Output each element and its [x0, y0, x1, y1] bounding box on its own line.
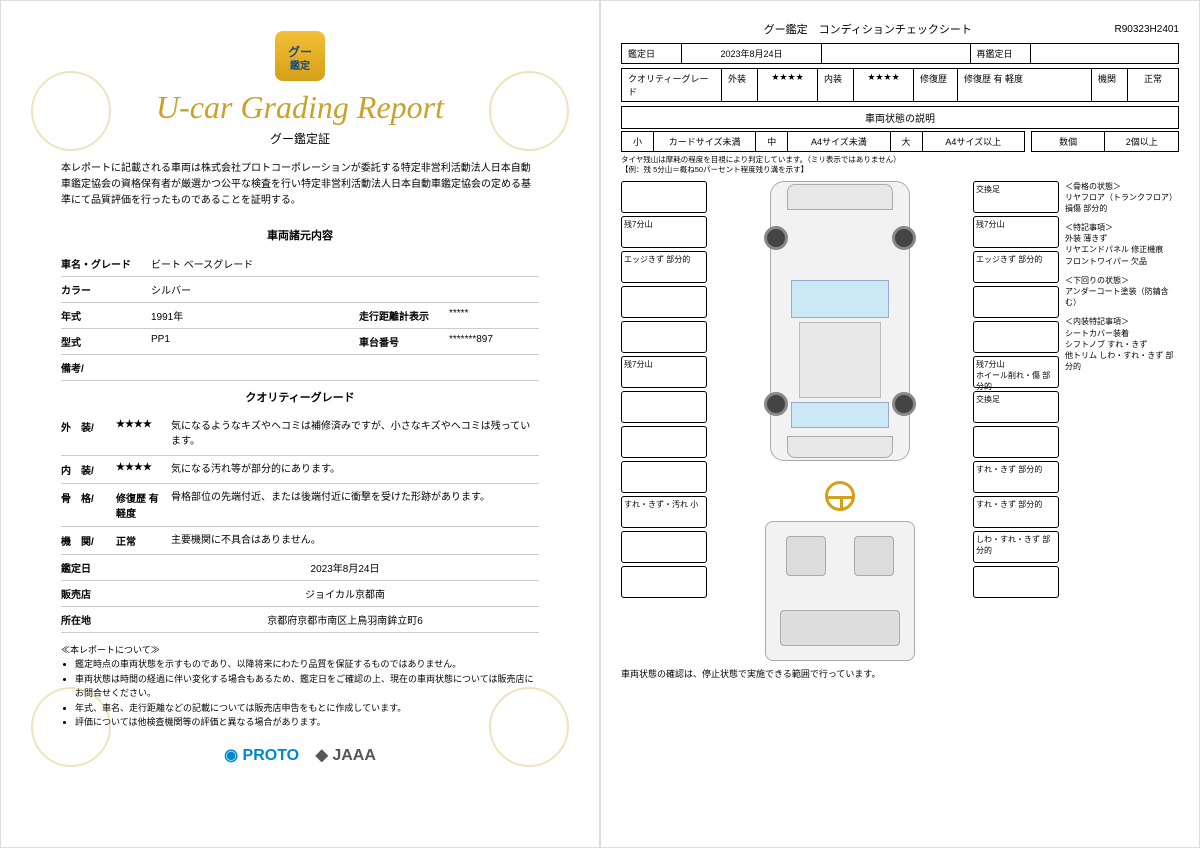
reappraisal-date — [1031, 44, 1179, 63]
right-annotation-boxes: 交換足残7分山エッジきず 部分的残7分山ホイール削れ・傷 部分的交換足すれ・きず… — [973, 181, 1059, 661]
repair-stars: 修復歴 有 軽度 — [116, 490, 171, 520]
annotation-box — [621, 286, 707, 318]
vehicle-section-title: 車両諸元内容 — [61, 227, 539, 243]
grade-row: クオリティーグレード 外装 ★★★★ 内装 ★★★★ 修復歴 修復歴 有 軽度 … — [621, 68, 1179, 102]
annotation-box — [621, 566, 707, 598]
remarks-value — [151, 360, 539, 375]
wheel-icon — [764, 226, 788, 250]
engine-text: 主要機関に不具合はありません。 — [171, 533, 539, 548]
annotation-box: 交換足 — [973, 391, 1059, 423]
type-value: PP1 — [151, 334, 359, 349]
year-label: 年式 — [61, 308, 151, 323]
about-notes-list: 鑑定時点の車両状態を示すものであり、以降将来にわたり品質を保証するものではありま… — [61, 657, 539, 729]
int-stars: ★★★★ — [854, 69, 914, 101]
annotation-box: すれ・きず 部分的 — [973, 496, 1059, 528]
report-subtitle: グー鑑定証 — [61, 130, 539, 147]
wheel-icon — [892, 392, 916, 416]
condition-notes: ＜骨格の状態＞リヤフロア（トランクフロア） 損傷 部分的 ＜特記事項＞外装 薄き… — [1065, 181, 1179, 661]
annotation-box — [621, 461, 707, 493]
annotation-box: エッジきず 部分的 — [973, 251, 1059, 283]
car-interior-diagram — [765, 521, 915, 661]
annotation-box: 残7分山 — [621, 356, 707, 388]
annotation-box: 残7分山ホイール削れ・傷 部分的 — [973, 356, 1059, 388]
name-grade-value: ビート ベースグレード — [151, 256, 539, 271]
annotation-box: 交換足 — [973, 181, 1059, 213]
appraisal-date-label: 鑑定日 — [61, 560, 151, 575]
appraisal-date: 2023年8月24日 — [682, 44, 822, 63]
annotation-box — [973, 426, 1059, 458]
interior-text: 気になる汚れ等が部分的にあります。 — [171, 462, 539, 477]
quality-section-title: クオリティーグレード — [61, 389, 539, 405]
about-note-item: 年式、車名、走行距離などの記載については販売店申告をもとに作成しています。 — [75, 701, 539, 715]
car-top-diagram — [770, 181, 910, 461]
year-value: 1991年 — [151, 308, 359, 323]
dealer-value: ジョイカル京都南 — [151, 586, 539, 601]
annotation-box — [621, 391, 707, 423]
dealer-label: 販売店 — [61, 586, 151, 601]
color-value: シルバー — [151, 282, 539, 297]
about-note-item: 車両状態は時間の経過に伴い変化する場合もあるため、鑑定日をご確認の上、現在の車両… — [75, 672, 539, 701]
interior-stars: ★★★★ — [116, 462, 171, 477]
address-value: 京都府京都市南区上鳥羽南鉾立町6 — [151, 612, 539, 627]
count-legend: 数個 2個以上 — [1031, 131, 1179, 152]
about-note-item: 鑑定時点の車両状態を示すものであり、以降将来にわたり品質を保証するものではありま… — [75, 657, 539, 671]
repair-text: 骨格部位の先端付近、または後端付近に衝撃を受けた形跡があります。 — [171, 490, 539, 520]
size-legend: 小 カードサイズ未満 中 A4サイズ未満 大 A4サイズ以上 — [621, 131, 1025, 152]
repair-label: 骨 格/ — [61, 490, 116, 520]
tire-note: タイヤ残山は摩耗の程度を目視により判定しています。（ミリ表示ではありません）【例… — [621, 155, 1179, 175]
annotation-box — [621, 426, 707, 458]
engine-value: 正常 — [1128, 69, 1178, 101]
type-label: 型式 — [61, 334, 151, 349]
exterior-text: 気になるようなキズやヘコミは補修済みですが、小さなキズやヘコミは残っています。 — [171, 419, 539, 449]
ext-stars: ★★★★ — [758, 69, 818, 101]
goo-badge — [275, 31, 325, 81]
repair-value: 修復歴 有 軽度 — [958, 69, 1092, 101]
jaaa-logo: ◆ JAAA — [316, 747, 376, 764]
proto-logo: ◉ PROTO — [224, 747, 299, 764]
annotation-box: すれ・きず 部分的 — [973, 461, 1059, 493]
odometer-value: ***** — [449, 308, 539, 323]
engine-stars: 正常 — [116, 533, 171, 548]
exterior-label: 外 装/ — [61, 419, 116, 449]
steering-wheel-icon — [825, 481, 855, 511]
about-title: ≪本レポートについて≫ — [61, 643, 539, 657]
appraisal-date-value: 2023年8月24日 — [151, 560, 539, 575]
annotation-box: 残7分山 — [621, 216, 707, 248]
remarks-label: 備考/ — [61, 360, 151, 375]
sheet-code: R90323H2401 — [1115, 24, 1180, 35]
sheet-title: グー鑑定 コンディションチェックシート — [621, 21, 1115, 37]
annotation-box — [973, 566, 1059, 598]
report-description: 本レポートに記載される車両は株式会社プロトコーポレーションが委託する特定非営利活… — [61, 161, 539, 209]
annotation-box: すれ・きず・汚れ 小 — [621, 496, 707, 528]
wheel-icon — [892, 226, 916, 250]
explain-title: 車両状態の説明 — [621, 106, 1179, 129]
annotation-box — [621, 321, 707, 353]
wheel-icon — [764, 392, 788, 416]
annotation-box: しわ・すれ・きず 部分的 — [973, 531, 1059, 563]
annotation-box — [621, 181, 707, 213]
vin-value: *******897 — [449, 334, 539, 349]
date-row: 鑑定日 2023年8月24日 再鑑定日 — [621, 43, 1179, 64]
left-annotation-boxes: 残7分山エッジきず 部分的残7分山すれ・きず・汚れ 小 — [621, 181, 707, 661]
annotation-box — [973, 286, 1059, 318]
exterior-stars: ★★★★ — [116, 419, 171, 449]
annotation-box: 残7分山 — [973, 216, 1059, 248]
bottom-note: 車両状態の確認は、停止状態で実施できる範囲で行っています。 — [621, 667, 1179, 680]
about-note-item: 評価については他検査機関等の評価と異なる場合があります。 — [75, 715, 539, 729]
interior-label: 内 装/ — [61, 462, 116, 477]
vin-label: 車台番号 — [359, 334, 449, 349]
annotation-box: エッジきず 部分的 — [621, 251, 707, 283]
report-title: U-car Grading Report — [61, 89, 539, 126]
name-grade-label: 車名・グレード — [61, 256, 151, 271]
engine-label: 機 関/ — [61, 533, 116, 548]
odometer-label: 走行距離計表示 — [359, 308, 449, 323]
annotation-box — [621, 531, 707, 563]
address-label: 所在地 — [61, 612, 151, 627]
color-label: カラー — [61, 282, 151, 297]
annotation-box — [973, 321, 1059, 353]
